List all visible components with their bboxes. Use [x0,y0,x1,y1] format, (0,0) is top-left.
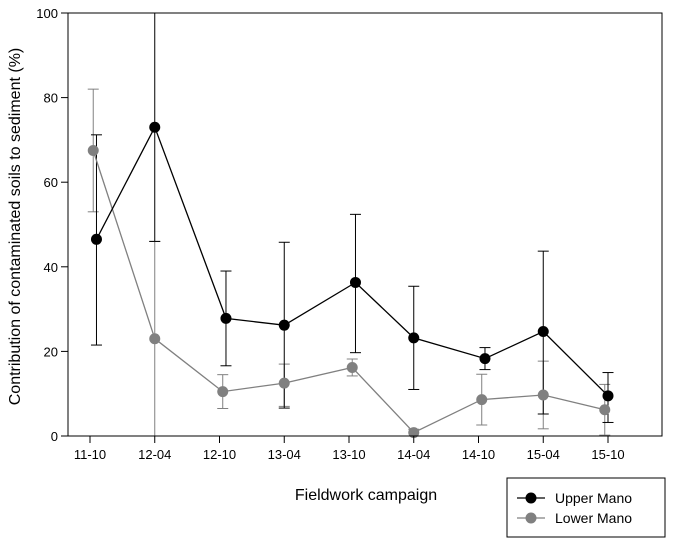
upper-mano-point [220,312,232,324]
data-markers [87,121,614,439]
plot-frame [67,12,663,437]
x-tick-label: 12-10 [203,447,236,462]
x-tick-label: 14-10 [462,447,495,462]
legend-marker-upper-mano [525,492,537,504]
y-tick-label: 40 [44,260,58,275]
legend-marker-lower-mano [525,512,537,524]
y-tick-label: 0 [51,429,58,444]
x-tick-label: 14-04 [397,447,430,462]
lower-mano-point [408,427,420,439]
upper-mano-point [537,326,549,338]
x-tick-label: 15-10 [591,447,624,462]
y-axis-ticks: 0 20 40 60 80 100 [36,6,68,444]
lower-mano-point [476,394,488,406]
y-tick-label: 20 [44,344,58,359]
x-tick-label: 13-10 [332,447,365,462]
x-tick-label: 12-04 [138,447,171,462]
legend: Upper Mano Lower Mano [506,477,666,538]
upper-mano-point [349,276,361,288]
y-tick-label: 80 [44,91,58,106]
lower-mano-point [278,377,290,389]
lower-mano-point [217,386,229,398]
legend-label-upper-mano: Upper Mano [555,490,632,506]
lower-mano-point [149,333,161,345]
y-axis-title: Contribution of contaminated soils to se… [7,48,24,406]
upper-mano-line [95,125,609,397]
upper-mano-point [90,233,102,245]
x-tick-label: 13-04 [268,447,301,462]
upper-mano-point [408,332,420,344]
lower-mano-point [346,361,358,373]
upper-mano-point [278,319,290,331]
legend-label-lower-mano: Lower Mano [555,510,632,526]
y-tick-label: 60 [44,175,58,190]
x-tick-label: 11-10 [74,447,106,462]
y-tick-label: 100 [36,6,58,21]
lower-mano-line [92,150,605,434]
series-lines [92,125,609,434]
upper-mano-point [149,121,161,133]
upper-mano-point [602,390,614,402]
x-tick-label: 15-04 [527,447,560,462]
legend-box [506,477,666,538]
lower-mano-point [87,144,99,156]
x-axis-title: Fieldwork campaign [295,487,437,504]
upper-mano-point [479,353,491,365]
lower-mano-point [537,389,549,401]
x-axis-ticks: 11-10 12-04 12-10 13-04 13-10 14-04 14-10 15-04… [74,436,625,462]
lower-mano-point [599,404,611,416]
